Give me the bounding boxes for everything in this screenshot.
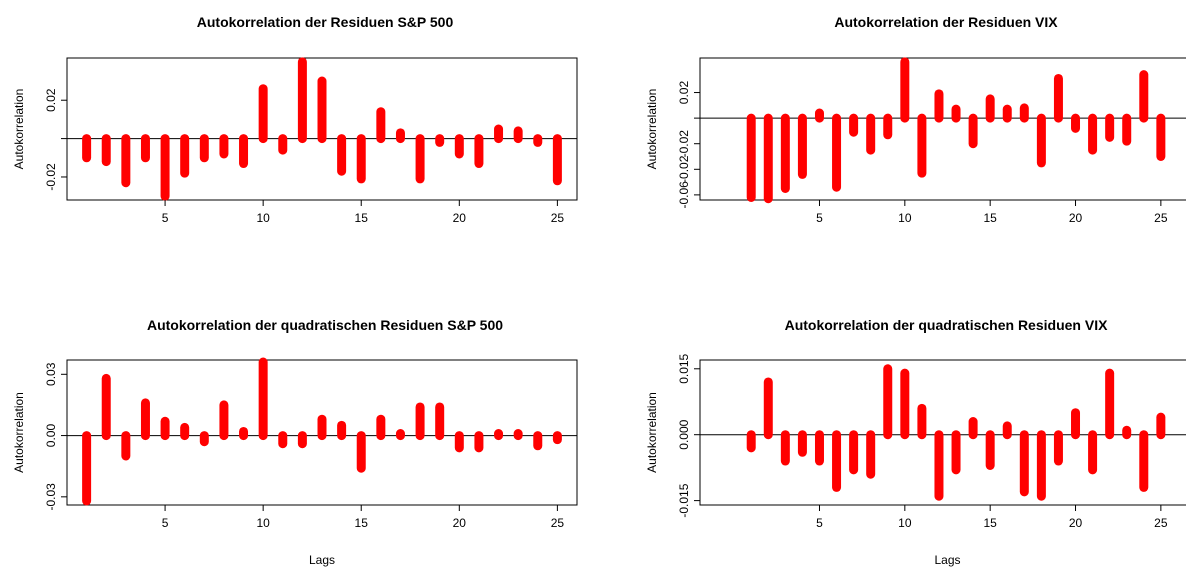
y-tick-label: -0.03 [44, 483, 58, 511]
x-tick-label: 20 [1069, 516, 1083, 530]
x-tick-label: 15 [983, 516, 997, 530]
x-tick-label: 15 [355, 211, 369, 225]
x-tick-label: 25 [1154, 516, 1168, 530]
chart-panel-1: Autokorrelation der Residuen S&P 500 Auto… [12, 14, 578, 225]
chart-title: Autokorrelation der quadratischen Residu… [147, 317, 503, 333]
x-axis-label: Lags [934, 553, 960, 567]
y-tick-label: -0.015 [677, 483, 691, 517]
x-tick-label: 20 [1069, 211, 1083, 225]
y-tick-label: 0.00 [44, 424, 58, 448]
x-tick-label: 20 [453, 211, 467, 225]
x-tick-label: 20 [453, 516, 467, 530]
y-axis-label: Autokorrelation [12, 89, 26, 170]
y-axis-label: Autokorrelation [645, 392, 659, 473]
chart-panel-3: Autokorrelation der quadratischen Residu… [12, 317, 578, 567]
x-tick-label: 10 [256, 211, 270, 225]
chart-title: Autokorrelation der Residuen VIX [834, 14, 1058, 30]
y-tick-label: 0.015 [677, 353, 691, 383]
x-tick-label: 10 [898, 211, 912, 225]
x-tick-label: 10 [898, 516, 912, 530]
y-tick-label: 0.000 [677, 419, 691, 449]
y-tick-label: -0.02 [677, 155, 691, 183]
y-axis-label: Autokorrelation [645, 89, 659, 170]
y-tick-label: 0.02 [44, 88, 58, 112]
x-tick-label: 10 [256, 516, 270, 530]
y-tick-label: 0.03 [44, 362, 58, 386]
y-tick-label: -0.02 [44, 163, 58, 191]
chart-panel-2: Autokorrelation der Residuen VIX Autokorr… [645, 14, 1186, 225]
plot-frame [66, 359, 578, 506]
chart-title: Autokorrelation der quadratischen Residu… [785, 317, 1109, 333]
x-tick-label: 15 [355, 516, 369, 530]
y-tick-label: 0.02 [677, 81, 691, 105]
x-tick-label: 5 [816, 516, 823, 530]
plot-frame [699, 359, 1186, 506]
chart-panel-4: Autokorrelation der quadratischen Residu… [645, 317, 1186, 567]
plot-frame [66, 57, 578, 201]
plot-frame [699, 57, 1186, 201]
x-tick-label: 25 [551, 516, 565, 530]
x-tick-label: 15 [983, 211, 997, 225]
y-tick-label: -0.02 [677, 130, 691, 158]
x-tick-label: 25 [1154, 211, 1168, 225]
chart-title: Autokorrelation der Residuen S&P 500 [197, 14, 454, 30]
x-tick-label: 25 [551, 211, 565, 225]
x-tick-label: 5 [816, 211, 823, 225]
y-tick-label: -0.06 [677, 181, 691, 209]
x-tick-label: 5 [162, 516, 169, 530]
x-axis-label: Lags [309, 553, 335, 567]
y-axis-label: Autokorrelation [12, 392, 26, 473]
x-tick-label: 5 [162, 211, 169, 225]
